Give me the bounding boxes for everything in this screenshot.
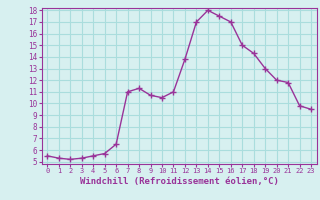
X-axis label: Windchill (Refroidissement éolien,°C): Windchill (Refroidissement éolien,°C) [80,177,279,186]
